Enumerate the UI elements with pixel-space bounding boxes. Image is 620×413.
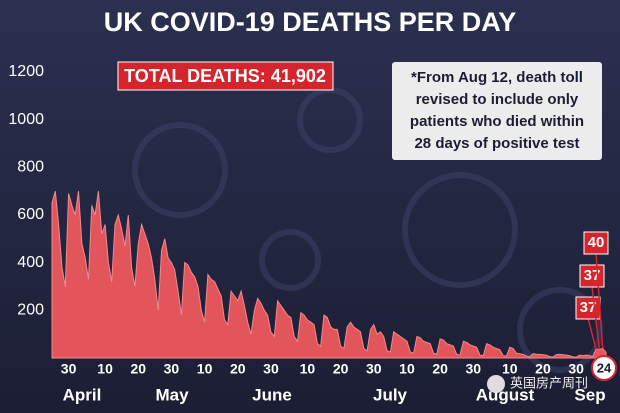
data-label-box (583, 231, 609, 255)
x-tick-label: 10 (97, 361, 113, 377)
month-label: Sep (574, 385, 605, 404)
y-tick-label: 1200 (8, 63, 44, 80)
month-label: July (373, 385, 408, 404)
y-tick-label: 600 (17, 206, 44, 223)
x-tick-label: 30 (366, 361, 382, 377)
x-tick-label: 20 (535, 361, 551, 377)
x-tick-label: 30 (466, 361, 482, 377)
callout-line (587, 317, 597, 350)
x-tick-label: 30 (164, 361, 180, 377)
x-tick-label: 30 (61, 361, 77, 377)
note-box (392, 62, 602, 160)
x-tick-label: 20 (333, 361, 349, 377)
y-tick-label: 400 (17, 254, 44, 271)
data-label: 37 (584, 267, 601, 284)
x-tick-label: 20 (432, 361, 448, 377)
note-line: patients who died within (410, 113, 584, 130)
callout-line (595, 252, 604, 349)
x-tick-label: 20 (130, 361, 146, 377)
y-tick-label: 1000 (8, 111, 44, 128)
data-label: 40 (588, 234, 605, 251)
data-label: 24 (597, 360, 612, 375)
x-tick-label: 30 (263, 361, 279, 377)
x-tick-label: 10 (300, 361, 316, 377)
note: *From Aug 12, death toll revised to inclu… (410, 69, 584, 152)
x-tick-label: 30 (568, 361, 584, 377)
data-label-circle (591, 355, 617, 381)
data-label: 37 (580, 299, 597, 316)
y-tick-label: 800 (17, 158, 44, 175)
total-box (117, 61, 334, 91)
watermark-icon (487, 375, 505, 393)
callout-line (591, 285, 601, 350)
area (51, 190, 607, 359)
note-line: revised to include only (416, 91, 579, 108)
watermark: 英国房产周刊 (510, 375, 588, 390)
note-line: *From Aug 12, death toll (411, 69, 583, 86)
month-label: April (63, 385, 102, 404)
x-tick-label: 10 (502, 361, 518, 377)
month-label: June (252, 385, 292, 404)
x-tick-label: 10 (197, 361, 213, 377)
x-tick-label: 10 (399, 361, 415, 377)
chart-title: UK COVID-19 DEATHS PER DAY (104, 7, 517, 37)
x-tick-label: 20 (230, 361, 246, 377)
month-label: May (155, 385, 189, 404)
y-tick-label: 200 (17, 302, 44, 319)
total-label: TOTAL DEATHS: 41,902 (124, 66, 326, 86)
note-line: 28 days of positive test (414, 135, 579, 152)
